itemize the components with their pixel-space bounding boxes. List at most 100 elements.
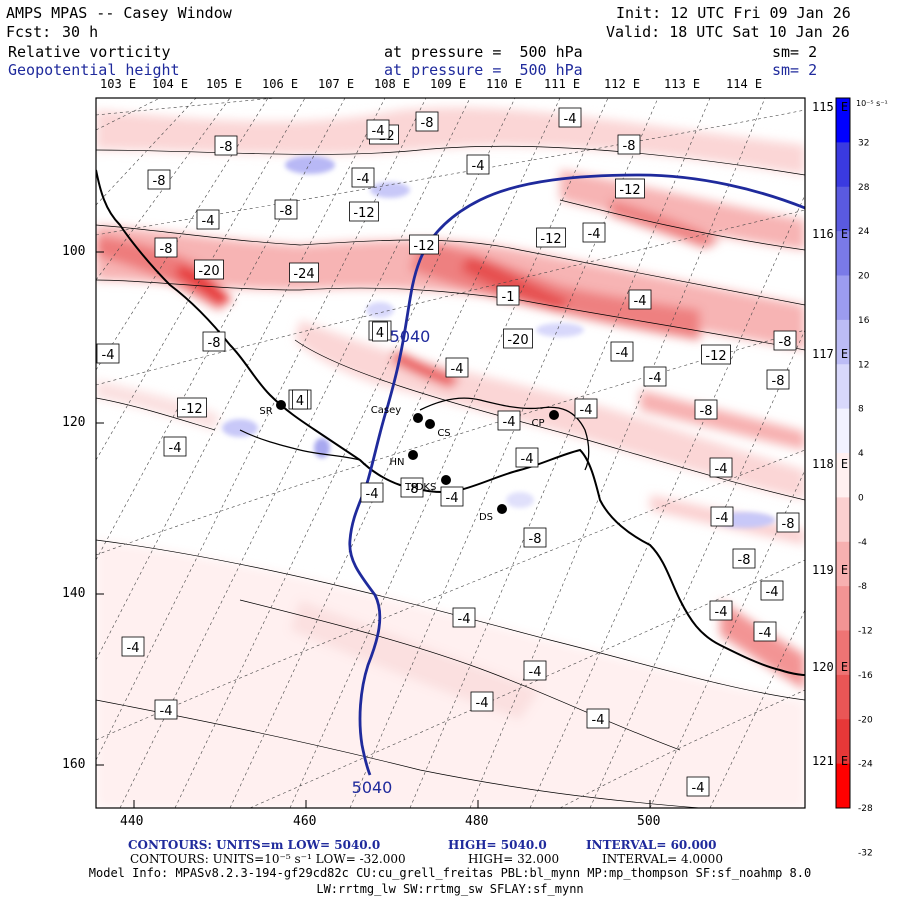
colorbar-label: -28 — [858, 804, 873, 814]
contour-label: -4 — [616, 346, 629, 361]
field2-level: at pressure = 500 hPa — [384, 61, 583, 79]
contour-label-box — [194, 259, 224, 280]
contour-label-box — [694, 399, 718, 420]
contour-label: -12 — [619, 183, 640, 198]
colorbar-swatch — [836, 98, 850, 143]
colorbar-swatch — [836, 586, 850, 631]
height-contour-info: CONTOURS: UNITS=m LOW= 5040.0 — [128, 838, 381, 852]
vorticity-contour-interval: INTERVAL= 4.0000 — [602, 852, 723, 866]
forecast-hour: 30 h — [62, 23, 99, 41]
ice-shelf-edge — [419, 397, 590, 471]
vorticity-contour-high: HIGH= 32.000 — [468, 852, 560, 866]
colorbar-swatch — [836, 453, 850, 498]
lon-label-right: 120 E — [812, 660, 849, 674]
colorbar-swatch — [836, 497, 850, 543]
contour-label-box — [615, 178, 645, 199]
contour-label-box — [289, 262, 319, 283]
contour-label-box — [536, 227, 566, 248]
contour-label-box — [515, 447, 539, 468]
contour-label: -4 — [451, 362, 464, 377]
contour-label-box — [766, 369, 790, 390]
contour-label-box — [497, 410, 521, 431]
contour-label-box — [452, 607, 476, 628]
lon-label-right: 121 E — [812, 754, 849, 768]
colorbar-label: 24 — [858, 227, 870, 237]
contour-label: -4 — [715, 462, 728, 477]
lon-label: 110 E — [486, 77, 523, 91]
colorbar-swatch — [836, 763, 850, 809]
positive-vorticity-shading — [222, 156, 775, 528]
lon-label: 104 E — [152, 77, 189, 91]
station-label: Casey — [371, 405, 401, 416]
contour-label-box — [753, 621, 777, 642]
contour-label: -4 — [366, 487, 379, 502]
contour-label: -20 — [507, 333, 528, 348]
contour-label: -4 — [476, 696, 489, 711]
contour-label: -8 — [779, 335, 792, 350]
field1-name: Relative vorticity — [8, 43, 171, 61]
colorbar-label: 20 — [858, 272, 870, 282]
contour-label-box — [574, 398, 598, 419]
contour-label: -8 — [772, 374, 785, 389]
model-info-radiation: LW:rrtmg_lw SW:rrtmg_sw SFLAY:sf_mynn — [316, 882, 584, 896]
contour-label: -4 — [529, 665, 542, 680]
colorbar-label: -16 — [858, 671, 873, 681]
contour-label: -4 — [372, 124, 385, 139]
lon-label: 111 E — [544, 77, 581, 91]
contour-label-box — [686, 776, 710, 797]
lon-label: 103 E — [100, 77, 137, 91]
contour-label: -4 — [634, 294, 647, 309]
field1-level: at pressure = 500 hPa — [384, 43, 583, 61]
x-tick-label: 500 — [637, 814, 661, 829]
lon-label: 109 E — [430, 77, 467, 91]
contour-label: -12 — [181, 402, 202, 417]
contour-label: -24 — [293, 267, 314, 282]
station-label: HN — [390, 457, 405, 468]
colorbar-label: 4 — [858, 449, 864, 459]
contour-label-box — [710, 506, 734, 527]
lon-label-right: 117 E — [812, 347, 849, 361]
contour-label-box — [214, 135, 238, 156]
contour-label: -4 — [169, 441, 182, 456]
colorbar-swatch — [836, 630, 850, 676]
contour-label: -8 — [700, 404, 713, 419]
contour-label-box — [445, 357, 469, 378]
contour-label: 4 — [296, 394, 304, 409]
height-contour-label: 5040 — [390, 327, 431, 346]
contour-label-box — [409, 234, 439, 255]
contour-label: -4 — [458, 612, 471, 627]
vorticity-contour-info: CONTOURS: UNITS=10⁻⁵ s⁻¹ LOW= -32.000 — [130, 852, 406, 866]
contour-label: -4 — [503, 415, 516, 430]
colorbar-label: -20 — [858, 715, 873, 725]
colorbar-label: -4 — [858, 538, 867, 548]
height-contour-5040 — [348, 173, 805, 776]
contour-label-box — [147, 169, 171, 190]
colorbar-label: -8 — [858, 582, 867, 592]
colorbar: 32 28 24 20 16 12 8 4 0 -4 -8 -12 -16 -20 -24 -28 -32 10⁻… — [835, 97, 888, 858]
plot-frame — [95, 97, 806, 809]
contour-label-box — [202, 331, 226, 352]
valid-time: Valid: 18 UTC Sat 10 Jan 26 — [606, 23, 850, 41]
contour-label: -4 — [127, 641, 140, 656]
contour-label: -8 — [160, 242, 173, 257]
contour-label: -8 — [280, 204, 293, 219]
contour-label: -4 — [692, 781, 705, 796]
forecast-label: Fcst: — [6, 23, 52, 41]
contour-label: -8 — [782, 517, 795, 532]
lon-label-right: 116 E — [812, 227, 849, 241]
init-time: Init: 12 UTC Fri 09 Jan 26 — [616, 4, 851, 22]
contour-label: -8 — [421, 116, 434, 131]
contour-label-box — [96, 343, 120, 364]
colorbar-label: 32 — [858, 138, 869, 148]
contour-label-box — [582, 222, 606, 243]
contour-label-box — [586, 708, 610, 729]
colorbar-label: 8 — [858, 405, 864, 415]
colorbar-swatch — [836, 186, 850, 232]
contour-label: -8 — [208, 336, 221, 351]
colorbar-label: 16 — [858, 316, 870, 326]
contour-label: -8 — [220, 140, 233, 155]
contour-label-box — [466, 154, 490, 175]
colorbar-swatch — [836, 674, 850, 720]
contour-label-box — [523, 527, 547, 548]
